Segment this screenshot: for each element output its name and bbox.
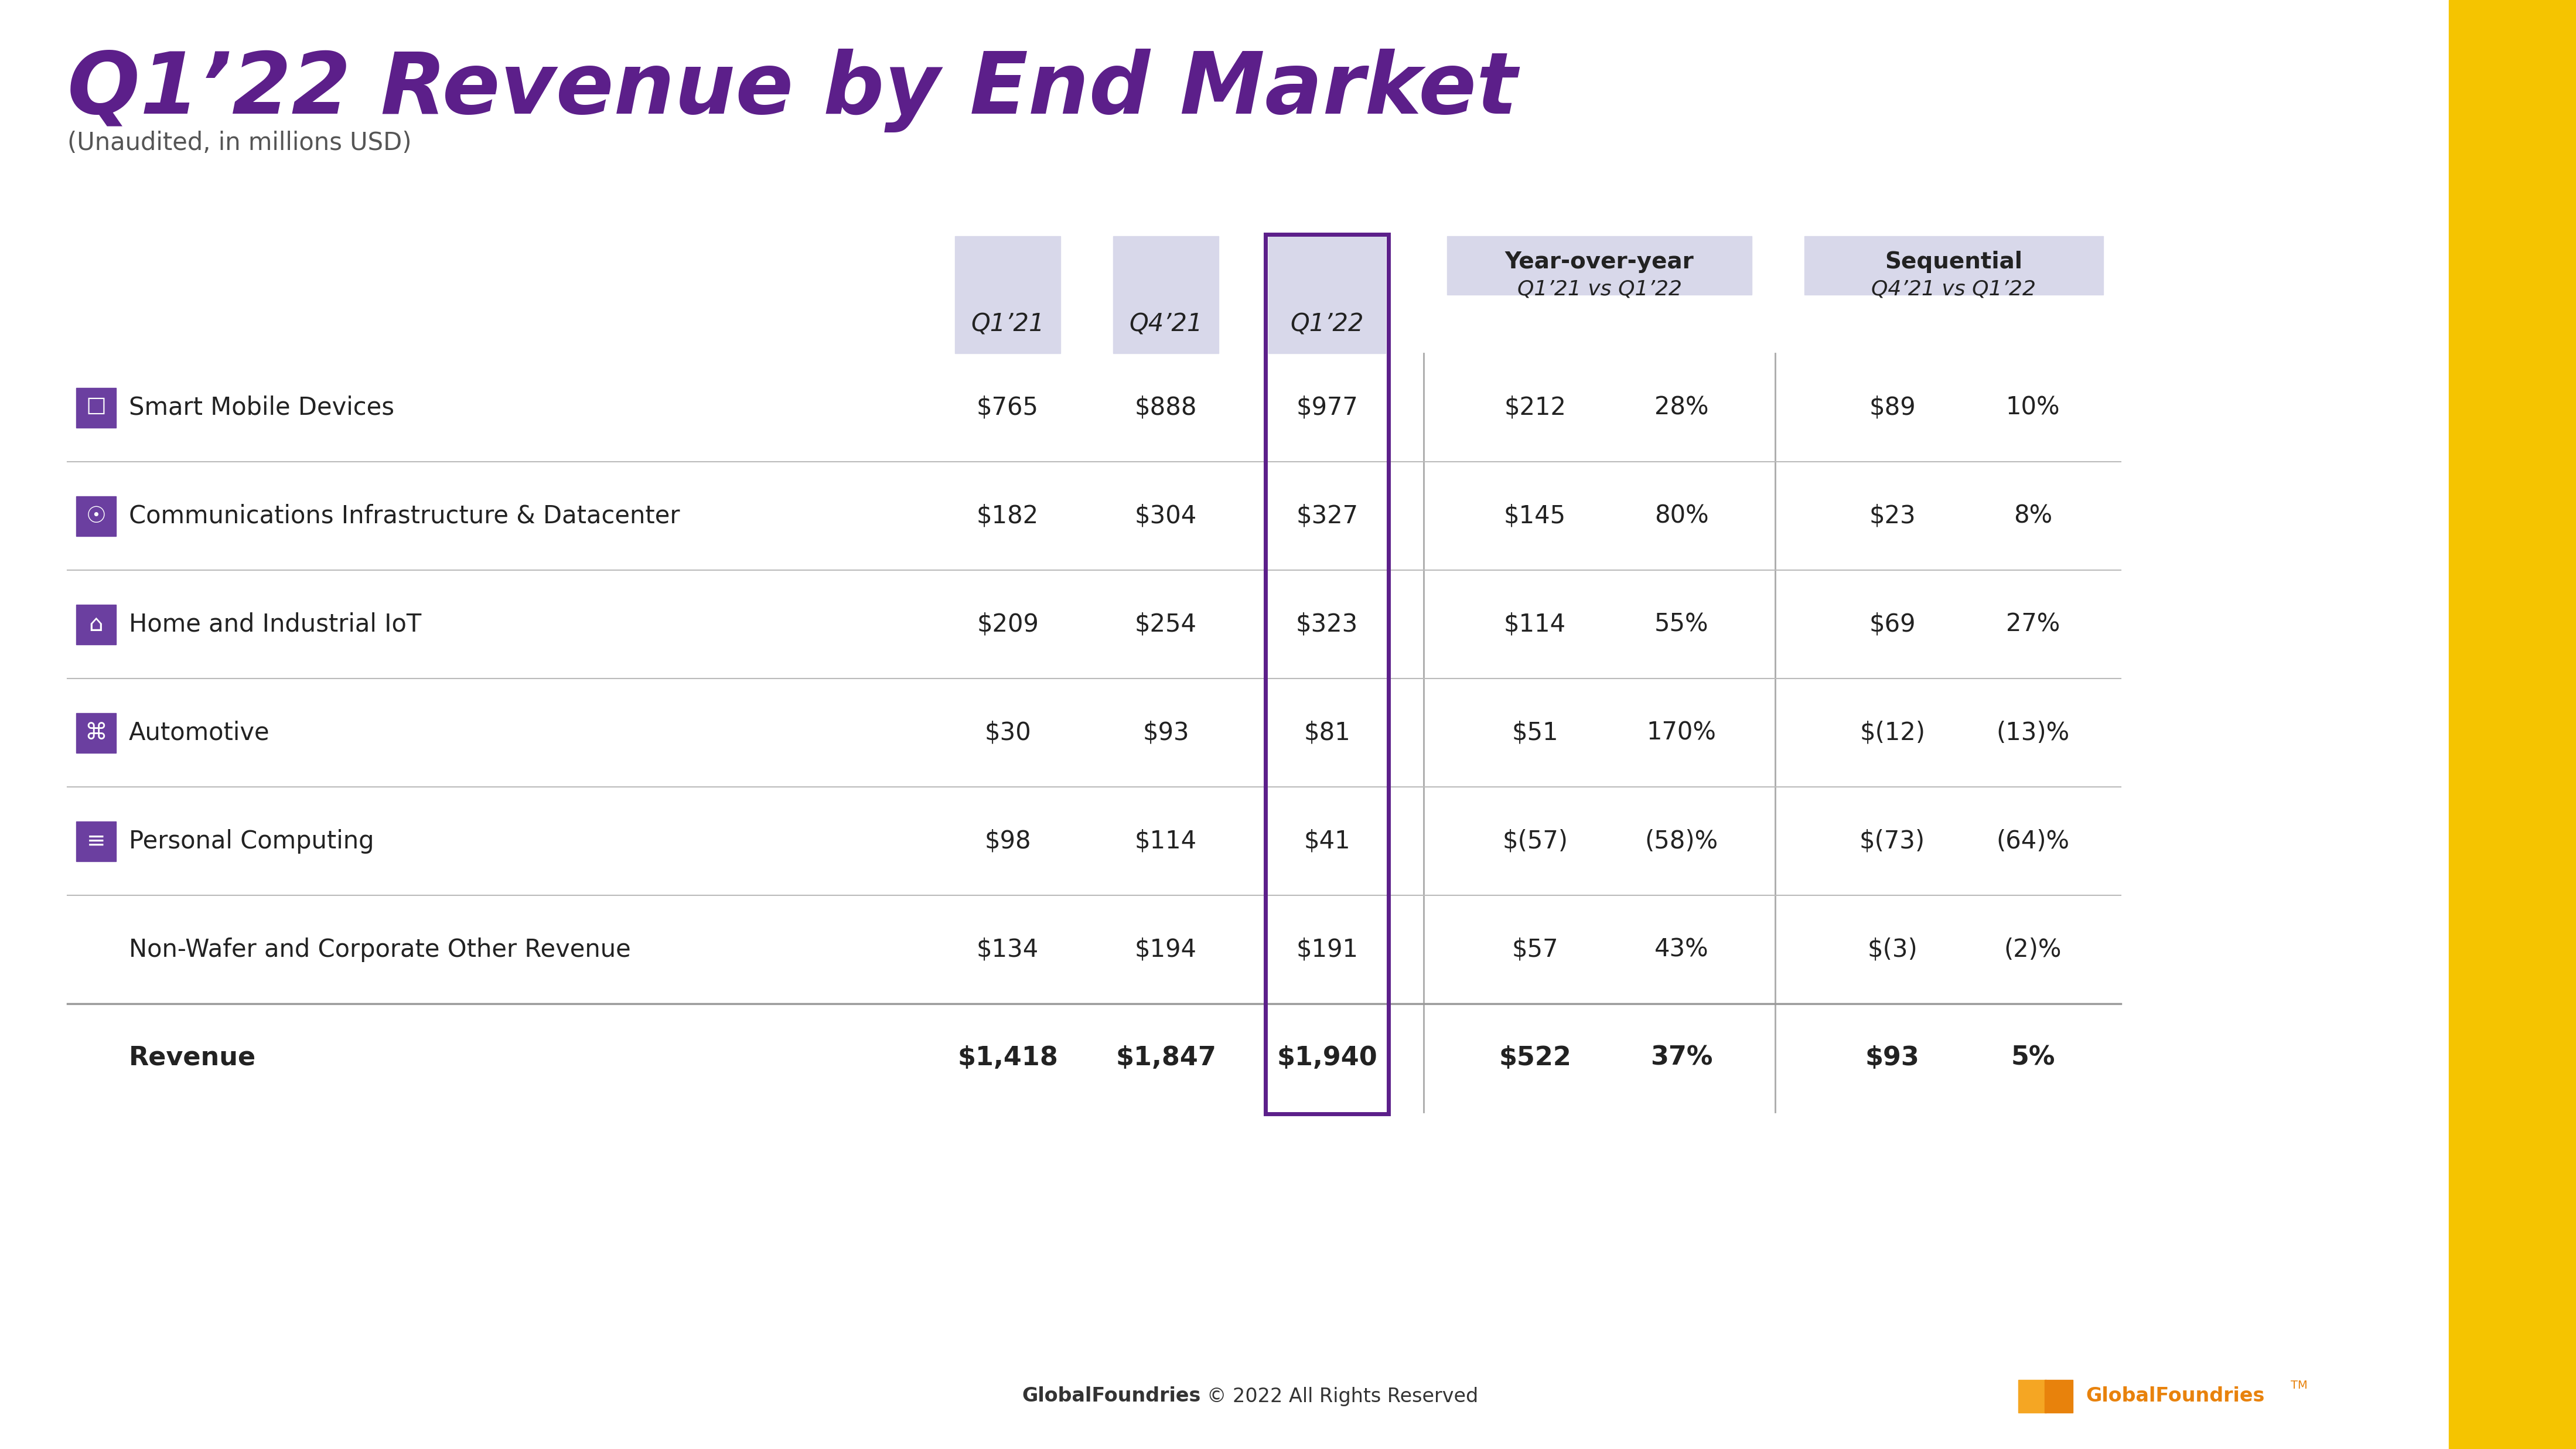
Bar [2045,1379,2074,1413]
Text: TM: TM [2290,1379,2308,1391]
Bar [1803,236,2102,294]
Bar [956,236,1061,354]
Text: (58)%: (58)% [1643,829,1718,853]
Text: $81: $81 [1303,720,1350,745]
Text: $323: $323 [1296,611,1358,636]
Text: 37%: 37% [1651,1045,1713,1071]
Text: $(57): $(57) [1502,829,1569,853]
Text: $212: $212 [1504,396,1566,420]
Text: (64)%: (64)% [1996,829,2069,853]
Bar [2450,0,2576,1449]
Text: Q1’21: Q1’21 [971,312,1043,336]
Text: $977: $977 [1296,396,1358,420]
Bar [77,604,116,645]
Text: Revenue: Revenue [129,1045,255,1071]
Text: $69: $69 [1870,611,1917,636]
Text: $114: $114 [1136,829,1198,853]
Text: 8%: 8% [2014,504,2053,529]
Text: 170%: 170% [1646,720,1716,745]
Text: Home and Industrial IoT: Home and Industrial IoT [129,611,422,636]
Text: $57: $57 [1512,938,1558,962]
Bar [1448,236,1752,294]
Text: $522: $522 [1499,1045,1571,1071]
Bar [1113,236,1218,354]
Text: ⌘: ⌘ [85,722,108,743]
Text: $(3): $(3) [1868,938,1917,962]
Text: $304: $304 [1133,504,1198,529]
Text: Smart Mobile Devices: Smart Mobile Devices [129,396,394,420]
Text: ⌂: ⌂ [88,613,103,636]
Text: $209: $209 [976,611,1038,636]
Text: $1,418: $1,418 [958,1045,1059,1071]
Text: (Unaudited, in millions USD): (Unaudited, in millions USD) [67,130,412,155]
Bar [77,713,116,752]
Text: $191: $191 [1296,938,1358,962]
Bar [2017,1379,2045,1413]
Text: $765: $765 [976,396,1038,420]
Bar [1265,235,1388,1114]
Text: 55%: 55% [1654,611,1708,636]
Text: 10%: 10% [2007,396,2061,420]
Text: $93: $93 [1865,1045,1919,1071]
Text: $23: $23 [1870,504,1917,529]
Text: Communications Infrastructure & Datacenter: Communications Infrastructure & Datacent… [129,504,680,529]
Text: 28%: 28% [1654,396,1708,420]
Text: Q1’22 Revenue by End Market: Q1’22 Revenue by End Market [67,49,1517,132]
Text: GlobalFoundries: GlobalFoundries [1023,1387,1200,1406]
Text: $254: $254 [1136,611,1198,636]
Text: 5%: 5% [2012,1045,2056,1071]
Bar [77,496,116,536]
Text: Q4’21: Q4’21 [1128,312,1203,336]
Bar [77,822,116,861]
Text: $51: $51 [1512,720,1558,745]
Text: Non-Wafer and Corporate Other Revenue: Non-Wafer and Corporate Other Revenue [129,938,631,962]
Text: $327: $327 [1296,504,1358,529]
Text: GlobalFoundries: GlobalFoundries [2087,1387,2264,1406]
Text: $89: $89 [1870,396,1917,420]
Text: $98: $98 [984,829,1030,853]
Text: (2)%: (2)% [2004,938,2061,962]
Text: $30: $30 [984,720,1030,745]
Text: $194: $194 [1136,938,1198,962]
Text: $182: $182 [976,504,1038,529]
Text: ☉: ☉ [85,504,106,527]
Text: Automotive: Automotive [129,720,270,745]
Bar [77,387,116,427]
Text: Year-over-year: Year-over-year [1504,251,1695,272]
Text: $(12): $(12) [1860,720,1924,745]
Text: ≡: ≡ [88,830,106,852]
Text: $1,847: $1,847 [1115,1045,1216,1071]
Text: 10: 10 [2496,1385,2527,1407]
Text: Q1’21 vs Q1’22: Q1’21 vs Q1’22 [1517,278,1682,298]
Text: Personal Computing: Personal Computing [129,829,374,853]
Text: $1,940: $1,940 [1278,1045,1378,1071]
Text: © 2022 All Rights Reserved: © 2022 All Rights Reserved [1208,1387,1479,1406]
Text: Sequential: Sequential [1886,251,2022,272]
Text: 43%: 43% [1654,938,1708,962]
Text: $93: $93 [1144,720,1190,745]
Text: ☐: ☐ [85,397,106,419]
Text: $41: $41 [1303,829,1350,853]
Text: $(73): $(73) [1860,829,1924,853]
Bar [1267,236,1386,354]
Text: $888: $888 [1133,396,1198,420]
Text: (13)%: (13)% [1996,720,2069,745]
Text: $114: $114 [1504,611,1566,636]
Text: Q4’21 vs Q1’22: Q4’21 vs Q1’22 [1873,278,2035,298]
Text: Q1’22: Q1’22 [1291,312,1363,336]
Text: $145: $145 [1504,504,1566,529]
Text: $134: $134 [976,938,1038,962]
Text: 80%: 80% [1654,504,1708,529]
Text: 27%: 27% [2007,611,2061,636]
